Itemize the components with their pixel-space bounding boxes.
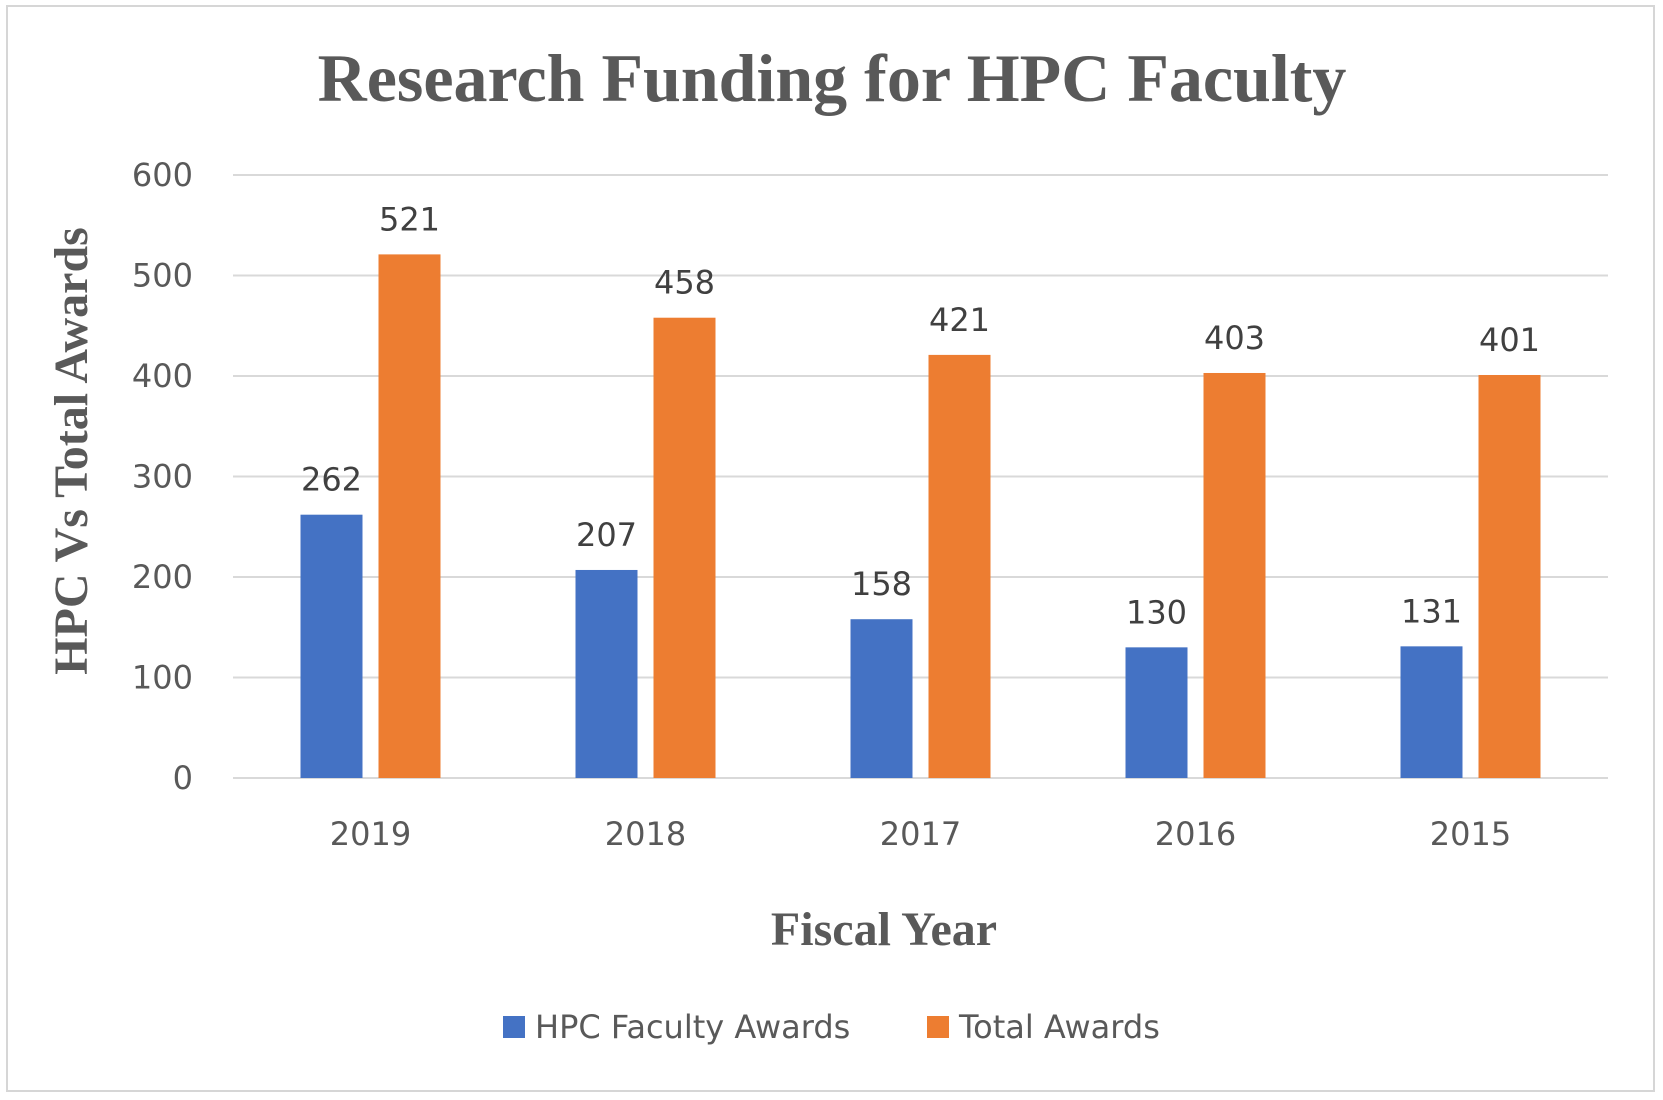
x-tick-label: 2015	[1430, 815, 1511, 853]
legend-swatch	[503, 1016, 525, 1038]
data-label: 521	[379, 200, 440, 238]
legend-label: HPC Faculty Awards	[535, 1008, 850, 1046]
y-tick-label: 500	[132, 257, 193, 295]
data-label: 207	[576, 516, 637, 554]
data-label: 130	[1126, 593, 1187, 631]
x-axis-ticks: 2019 2018 2017 2016 2015	[330, 815, 1511, 853]
data-label: 262	[301, 461, 362, 499]
y-tick-label: 400	[132, 357, 193, 395]
y-tick-label: 600	[132, 156, 193, 194]
y-axis-title: HPC Vs Total Awards	[45, 227, 98, 675]
bar-total-awards	[1203, 372, 1266, 778]
bar-total-awards	[653, 317, 716, 778]
chart-title: Research Funding for HPC Faculty	[318, 40, 1347, 116]
bar-total-awards	[378, 254, 441, 778]
x-tick-label: 2019	[330, 815, 411, 853]
bar-total-awards	[1478, 374, 1541, 778]
x-tick-label: 2018	[605, 815, 686, 853]
bar-total-awards	[928, 354, 991, 778]
bar-hpc-faculty-awards	[1400, 646, 1463, 778]
bar-hpc-faculty-awards	[575, 569, 638, 778]
data-label: 458	[654, 264, 715, 302]
x-axis-title: Fiscal Year	[771, 903, 997, 956]
legend-label: Total Awards	[958, 1008, 1160, 1046]
y-tick-label: 0	[173, 759, 193, 797]
bar-hpc-faculty-awards	[1125, 647, 1188, 778]
bars	[300, 254, 1541, 778]
chart-frame	[6, 5, 1655, 1092]
y-tick-label: 100	[132, 659, 193, 697]
legend-swatch	[927, 1016, 949, 1038]
legend: HPC Faculty Awards Total Awards	[503, 1008, 1160, 1046]
x-tick-label: 2016	[1155, 815, 1236, 853]
data-label: 421	[929, 301, 990, 339]
data-label: 403	[1204, 319, 1265, 357]
bar-hpc-faculty-awards	[300, 514, 363, 778]
data-label: 158	[851, 565, 912, 603]
gridlines	[233, 174, 1608, 779]
bar-hpc-faculty-awards	[850, 619, 913, 778]
x-tick-label: 2017	[880, 815, 961, 853]
y-axis-ticks: 0 100 200 300 400 500 600	[132, 156, 193, 797]
y-tick-label: 200	[132, 558, 193, 596]
data-labels: 262 521 207 458 158 421 130 403 131 401	[301, 200, 1540, 631]
y-tick-label: 300	[132, 458, 193, 496]
data-label: 401	[1479, 321, 1540, 359]
data-label: 131	[1401, 592, 1462, 630]
